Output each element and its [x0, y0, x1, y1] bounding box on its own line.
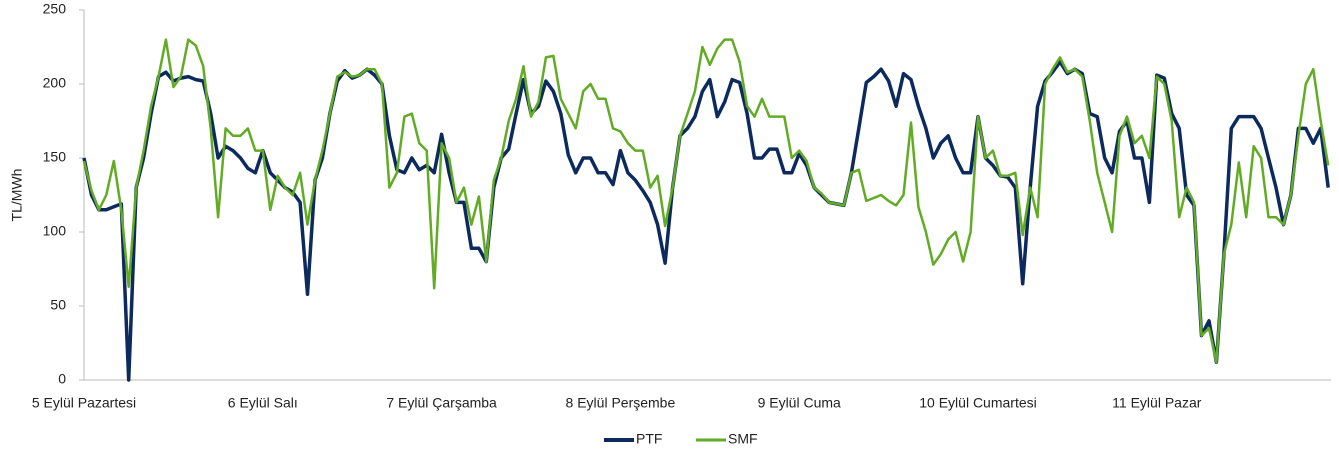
- x-tick-label: 8 Eylül Perşembe: [566, 395, 676, 411]
- line-series: [82, 60, 1330, 382]
- y-tick-label: 250: [43, 1, 67, 17]
- line-series: [82, 38, 1330, 364]
- y-tick-label: 200: [43, 75, 67, 91]
- x-tick-label: 7 Eylül Çarşamba: [386, 395, 497, 411]
- y-tick-label: 0: [58, 371, 66, 387]
- legend-label: SMF: [728, 431, 758, 447]
- legend-label: PTF: [636, 431, 662, 447]
- x-tick-label: 11 Eylül Pazar: [1112, 395, 1202, 411]
- x-tick-label: 5 Eylül Pazartesi: [32, 395, 136, 411]
- x-tick-label: 6 Eylül Salı: [228, 395, 298, 411]
- y-tick-label: 100: [43, 223, 67, 239]
- y-tick-label: 150: [43, 149, 67, 165]
- y-axis-label: TL/MWh: [9, 169, 25, 222]
- x-tick-label: 10 Eylül Cumartesi: [919, 395, 1037, 411]
- x-tick-label: 9 Eylül Cuma: [758, 395, 841, 411]
- y-tick-label: 50: [50, 297, 66, 313]
